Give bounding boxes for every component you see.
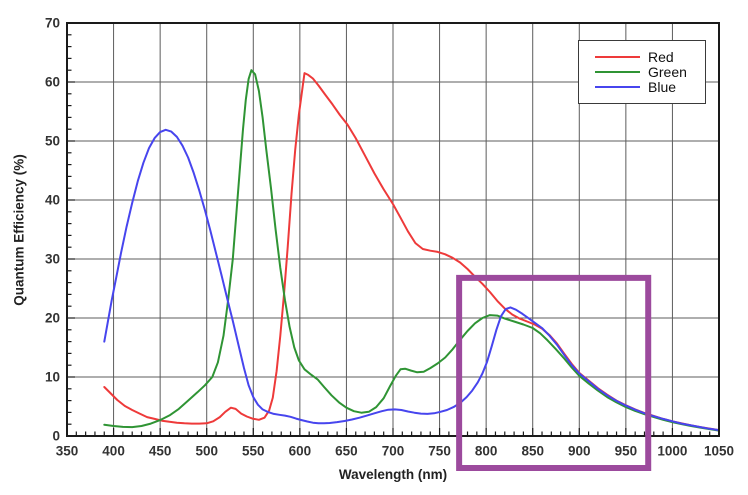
x-tick-label-600: 600 (289, 444, 312, 459)
legend-item-blue: Blue (579, 78, 705, 95)
x-tick-label-1000: 1000 (657, 444, 687, 459)
green-line-swatch (595, 71, 640, 73)
y-axis-title: Quantum Efficiency (%) (11, 154, 27, 306)
x-tick-label-650: 650 (335, 444, 358, 459)
y-tick-label-20: 20 (45, 311, 60, 326)
legend-item-red: Red (579, 48, 705, 65)
blue-line-swatch (595, 86, 640, 88)
x-tick-label-850: 850 (521, 444, 544, 459)
legend-label-green: Green (648, 63, 687, 80)
legend: Red Green Blue (578, 40, 706, 104)
x-tick-label-450: 450 (149, 444, 172, 459)
legend-item-green: Green (579, 63, 705, 80)
y-tick-label-50: 50 (45, 134, 60, 149)
x-tick-label-950: 950 (615, 444, 638, 459)
y-tick-label-60: 60 (45, 75, 60, 90)
y-tick-label-0: 0 (52, 429, 60, 444)
x-tick-label-700: 700 (382, 444, 405, 459)
y-tick-label-30: 30 (45, 252, 60, 267)
x-tick-label-900: 900 (568, 444, 591, 459)
annotation-rectangle (456, 274, 652, 471)
curve-green (103, 69, 720, 432)
red-line-swatch (595, 56, 640, 58)
legend-label-red: Red (648, 48, 674, 65)
x-tick-label-500: 500 (195, 444, 218, 459)
x-axis-title: Wavelength (nm) (338, 467, 448, 482)
y-tick-label-10: 10 (45, 370, 60, 385)
x-tick-label-350: 350 (56, 444, 79, 459)
y-tick-label-70: 70 (45, 16, 60, 31)
x-tick-label-1050: 1050 (704, 444, 734, 459)
y-tick-label-40: 40 (45, 193, 60, 208)
legend-label-blue: Blue (648, 78, 677, 95)
x-tick-label-550: 550 (242, 444, 265, 459)
x-tick-label-800: 800 (475, 444, 498, 459)
curve-blue (103, 128, 720, 432)
x-tick-label-400: 400 (102, 444, 125, 459)
x-tick-label-750: 750 (428, 444, 451, 459)
